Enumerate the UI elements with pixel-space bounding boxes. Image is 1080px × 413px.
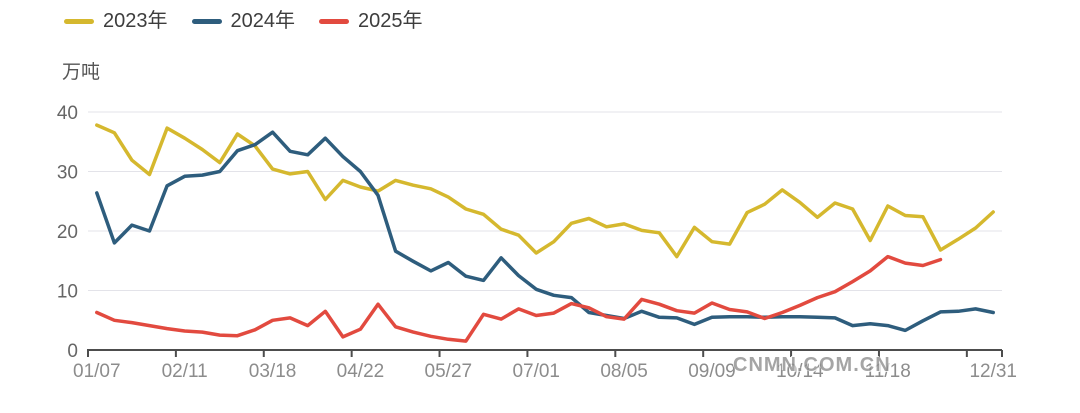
x-tick-label-12-31: 12/31 <box>969 361 1017 382</box>
y-tick-label-0: 0 <box>67 341 78 362</box>
series-line-2024年[interactable] <box>95 130 995 333</box>
legend: 2023年 2024年 2025年 <box>64 10 423 32</box>
legend-label-2024: 2024年 <box>230 10 296 32</box>
y-axis-unit-label: 万吨 <box>62 62 101 83</box>
x-tick-label-04-22: 04/22 <box>337 361 385 382</box>
legend-item-2024[interactable]: 2024年 <box>191 10 296 32</box>
legend-swatch-2025 <box>319 18 349 24</box>
x-tick-label-02-11: 02/11 <box>162 361 208 382</box>
x-tick-label-01-07: 01/07 <box>73 361 121 382</box>
y-tick-label-40: 40 <box>57 103 78 124</box>
x-tick-label-07-01: 07/01 <box>512 361 560 382</box>
legend-swatch-2023 <box>64 18 94 24</box>
x-tick-label-03-18: 03/18 <box>249 361 297 382</box>
y-tick-label-30: 30 <box>57 163 78 184</box>
legend-label-2023: 2023年 <box>103 10 168 32</box>
x-tick-label-10-14: 10/14 <box>776 361 824 382</box>
series-line-2025年[interactable] <box>95 254 943 343</box>
series-line-2023年[interactable] <box>95 123 995 259</box>
x-tick-label-08-05: 08/05 <box>600 361 648 382</box>
legend-item-2025[interactable]: 2025年 <box>319 10 423 32</box>
legend-swatch-2024 <box>191 18 222 24</box>
y-tick-label-20: 20 <box>57 222 78 243</box>
legend-label-2025: 2025年 <box>358 10 423 32</box>
x-tick-label-09-09: 09/09 <box>688 361 736 382</box>
y-tick-label-10: 10 <box>57 282 78 303</box>
legend-item-2023[interactable]: 2023年 <box>64 10 168 32</box>
x-tick-label-11-18: 11/18 <box>865 361 911 382</box>
x-tick-label-05-27: 05/27 <box>425 361 473 382</box>
